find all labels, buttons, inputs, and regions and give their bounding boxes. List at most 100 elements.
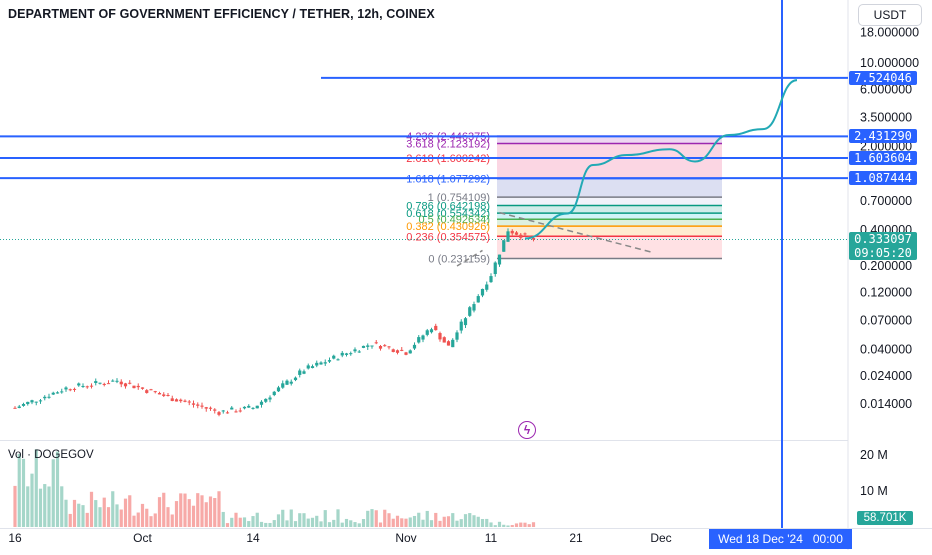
fib-band bbox=[497, 226, 722, 237]
forecast-path bbox=[524, 79, 798, 240]
candle-body bbox=[179, 399, 183, 402]
volume-bar bbox=[183, 493, 187, 527]
candle-body bbox=[340, 352, 344, 356]
volume-bar bbox=[306, 518, 310, 527]
candle-body bbox=[208, 407, 213, 409]
volume-tick-label: 10 M bbox=[860, 484, 888, 498]
volume-bar bbox=[85, 512, 89, 527]
candle-body bbox=[489, 276, 493, 283]
volume-bar bbox=[153, 513, 157, 527]
volume-bar bbox=[60, 486, 64, 527]
candle-body bbox=[434, 325, 438, 331]
candle-body bbox=[519, 234, 523, 238]
candle-body bbox=[111, 380, 115, 382]
candle-body bbox=[85, 386, 89, 388]
volume-bar bbox=[145, 508, 149, 527]
flash-icon[interactable]: ϟ bbox=[518, 421, 536, 439]
volume-bar bbox=[425, 510, 429, 527]
volume-bar bbox=[344, 518, 349, 527]
volume-bar bbox=[493, 525, 497, 527]
currency-selector[interactable]: USDT bbox=[858, 4, 922, 26]
volume-bar bbox=[302, 513, 306, 527]
volume-bar bbox=[340, 522, 344, 527]
candle-body bbox=[395, 350, 400, 353]
volume-bar bbox=[289, 509, 293, 527]
fib-band bbox=[497, 136, 722, 144]
candle-body bbox=[476, 296, 480, 303]
volume-bar bbox=[221, 511, 225, 527]
candle-body bbox=[336, 359, 340, 361]
candle-body bbox=[77, 383, 81, 386]
volume-bar bbox=[357, 523, 361, 527]
volume-bar bbox=[480, 519, 485, 527]
candle-body bbox=[531, 237, 536, 240]
candle-body bbox=[485, 284, 489, 290]
volume-bar bbox=[30, 473, 34, 527]
fib-level-label: 0.618 (0.554342) bbox=[406, 208, 490, 220]
x-tick-label: Dec bbox=[650, 531, 671, 545]
volume-bar bbox=[434, 512, 438, 527]
volume-bar bbox=[217, 491, 221, 527]
volume-bar bbox=[370, 509, 374, 527]
fib-band bbox=[497, 178, 722, 198]
volume-bar bbox=[102, 497, 106, 527]
candle-body bbox=[191, 403, 196, 405]
volume-bar bbox=[531, 522, 536, 527]
y-tick-label: 0.070000 bbox=[860, 313, 912, 327]
fib-level-label: 3.618 (2.123192) bbox=[406, 138, 490, 150]
x-tick-label: 21 bbox=[569, 531, 583, 545]
volume-bar bbox=[510, 525, 514, 527]
volume-bar bbox=[68, 513, 72, 527]
volume-bar bbox=[64, 499, 68, 527]
candle-body bbox=[276, 387, 281, 392]
y-tick-label: 0.040000 bbox=[860, 343, 912, 357]
volume-bar bbox=[242, 517, 247, 527]
candle-body bbox=[43, 396, 47, 399]
chart-title: DEPARTMENT OF GOVERNMENT EFFICIENCY / TE… bbox=[8, 7, 435, 21]
candle-body bbox=[128, 382, 132, 384]
volume-bar bbox=[106, 507, 111, 527]
candle-body bbox=[26, 401, 30, 405]
volume-bar bbox=[98, 507, 102, 527]
candle-body bbox=[306, 365, 310, 369]
candle-body bbox=[13, 407, 17, 409]
price-line-tag: 7.524046 bbox=[849, 70, 917, 85]
volume-bar bbox=[391, 518, 395, 527]
candle-body bbox=[234, 411, 238, 413]
candle-body bbox=[400, 349, 404, 351]
fib-level-label: 0.236 (0.354575) bbox=[406, 231, 490, 243]
candle-body bbox=[106, 383, 111, 385]
volume-bar bbox=[293, 521, 298, 527]
x-tick-label: 11 bbox=[485, 531, 498, 545]
candle-body bbox=[251, 407, 255, 409]
candle-body bbox=[102, 383, 106, 385]
candle-body bbox=[242, 406, 247, 409]
candle-body bbox=[255, 405, 259, 409]
candle-body bbox=[230, 407, 234, 410]
candle-body bbox=[310, 366, 315, 369]
volume-bar bbox=[323, 510, 327, 527]
volume-bar bbox=[421, 519, 425, 527]
volume-bar bbox=[140, 503, 145, 527]
candle-body bbox=[438, 333, 442, 340]
candle-body bbox=[404, 352, 408, 355]
price-line-tag: 2.431290 bbox=[849, 129, 917, 144]
candle-body bbox=[170, 398, 174, 401]
candle-body bbox=[247, 405, 251, 408]
candle-body bbox=[429, 329, 434, 333]
volume-bar bbox=[128, 495, 132, 527]
candle-body bbox=[425, 330, 429, 335]
candle-body bbox=[200, 405, 204, 407]
volume-bar bbox=[438, 520, 442, 527]
volume-bar bbox=[459, 519, 463, 527]
candle-body bbox=[68, 389, 72, 391]
volume-bar bbox=[412, 515, 417, 527]
volume-bar bbox=[336, 509, 340, 527]
volume-bar bbox=[417, 512, 421, 527]
candle-body bbox=[119, 381, 123, 385]
candle-body bbox=[497, 254, 502, 265]
volume-bar bbox=[387, 513, 391, 527]
fib-band bbox=[497, 197, 722, 206]
